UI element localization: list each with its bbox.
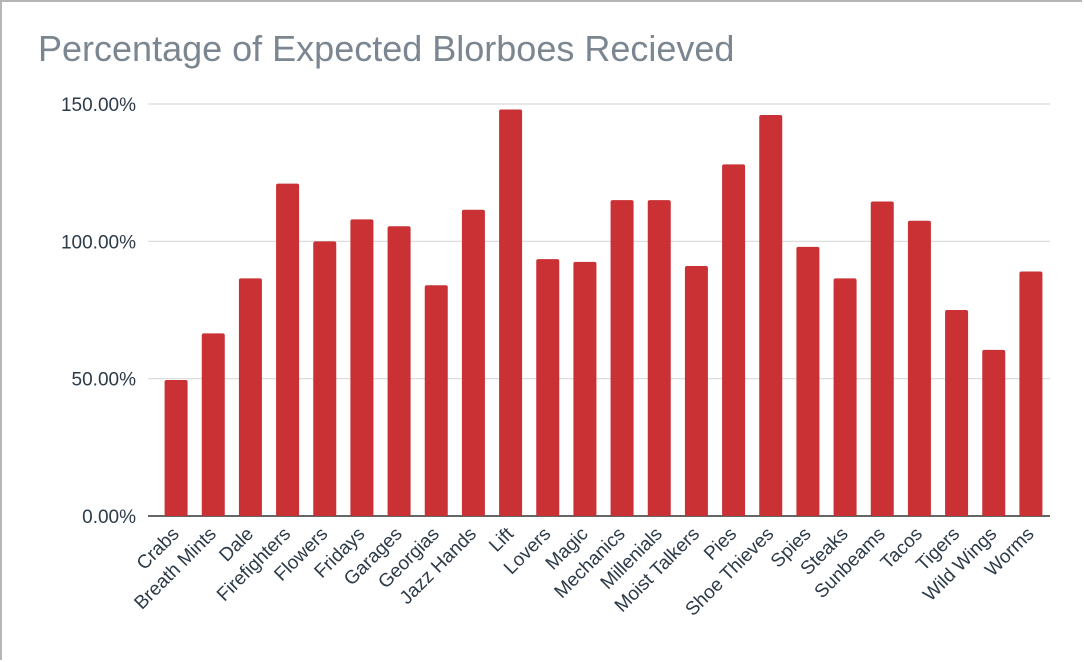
bar[interactable] xyxy=(833,278,857,516)
bar[interactable] xyxy=(722,164,746,516)
bar[interactable] xyxy=(573,261,597,516)
bar[interactable] xyxy=(945,310,969,516)
y-tick-label: 100.00% xyxy=(61,232,136,253)
bars xyxy=(164,109,1043,517)
bar[interactable] xyxy=(350,219,374,517)
bar[interactable] xyxy=(424,285,448,516)
bar[interactable] xyxy=(982,349,1006,516)
bar[interactable] xyxy=(461,209,485,516)
bar[interactable] xyxy=(238,278,262,516)
bar[interactable] xyxy=(870,201,894,517)
bar[interactable] xyxy=(684,266,708,516)
bar[interactable] xyxy=(907,220,931,516)
bar[interactable] xyxy=(276,183,300,517)
bar[interactable] xyxy=(164,380,188,516)
chart-title: Percentage of Expected Blorboes Recieved xyxy=(38,28,735,69)
y-tick-label: 50.00% xyxy=(72,370,137,391)
y-tick-label: 150.00% xyxy=(61,95,136,116)
bar[interactable] xyxy=(536,259,560,516)
bar[interactable] xyxy=(387,226,411,516)
bar[interactable] xyxy=(759,114,783,516)
bar[interactable] xyxy=(1019,271,1043,516)
bar[interactable] xyxy=(499,109,523,516)
y-tick-label: 0.00% xyxy=(82,507,136,528)
y-axis-tick-labels: 0.00% 50.00% 100.00% 150.00% xyxy=(61,95,136,528)
bar[interactable] xyxy=(201,333,225,516)
bar[interactable] xyxy=(647,200,671,516)
bar[interactable] xyxy=(313,241,337,517)
bar[interactable] xyxy=(610,200,634,516)
bar[interactable] xyxy=(796,246,820,516)
